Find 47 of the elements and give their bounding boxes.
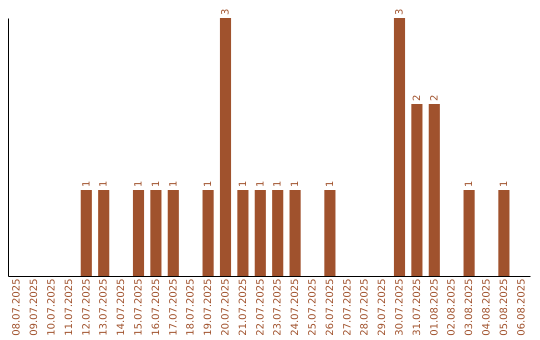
x-tick-label: 08.07.2025 xyxy=(12,278,23,336)
x-tick-label: 26.07.2025 xyxy=(324,278,336,336)
data-label: 1 xyxy=(81,180,92,187)
data-label: 1 xyxy=(98,180,110,187)
x-tick-label: 30.07.2025 xyxy=(394,278,406,336)
x-tick-label: 21.07.2025 xyxy=(238,278,249,336)
x-tick-label: 03.08.2025 xyxy=(464,278,476,336)
x-tick-label: 14.07.2025 xyxy=(116,278,128,336)
x-tick-label: 20.07.2025 xyxy=(220,278,232,336)
x-tick-label: 23.07.2025 xyxy=(272,278,284,336)
x-tick-label: 06.08.2025 xyxy=(516,278,528,336)
x-tick-label: 27.07.2025 xyxy=(342,278,354,336)
x-tick-label: 13.07.2025 xyxy=(98,278,110,336)
data-label: 1 xyxy=(238,180,249,187)
x-tick-label: 12.07.2025 xyxy=(81,278,92,336)
data-label: 1 xyxy=(150,180,162,187)
x-tick-label: 09.07.2025 xyxy=(29,278,40,336)
x-tick-label: 29.07.2025 xyxy=(377,278,388,336)
data-label: 2 xyxy=(429,94,440,101)
data-label: 1 xyxy=(134,180,144,187)
x-tick-label: 24.07.2025 xyxy=(290,278,302,336)
data-label: 1 xyxy=(498,180,510,187)
data-label: 3 xyxy=(220,8,232,15)
x-tick-label: 17.07.2025 xyxy=(168,278,180,336)
x-tick-label: 04.08.2025 xyxy=(482,278,492,336)
x-tick-label: 22.07.2025 xyxy=(255,278,266,336)
data-label: 2 xyxy=(412,94,423,101)
x-tick-label: 31.07.2025 xyxy=(412,278,423,336)
data-label: 3 xyxy=(394,8,406,15)
data-label: 1 xyxy=(255,180,266,187)
data-label: 1 xyxy=(324,180,336,187)
x-tick-label: 16.07.2025 xyxy=(150,278,162,336)
data-label: 1 xyxy=(272,180,284,187)
x-tick-label: 18.07.2025 xyxy=(186,278,197,336)
x-tick-label: 05.08.2025 xyxy=(498,278,510,336)
x-tick-label: 15.07.2025 xyxy=(134,278,144,336)
data-label: 1 xyxy=(464,180,476,187)
x-tick-label: 28.07.2025 xyxy=(360,278,371,336)
x-tick-label: 25.07.2025 xyxy=(308,278,318,336)
data-label: 1 xyxy=(168,180,180,187)
x-tick-label: 02.08.2025 xyxy=(446,278,458,336)
x-tick-label: 19.07.2025 xyxy=(203,278,214,336)
x-tick-label: 11.07.2025 xyxy=(64,278,75,336)
x-tick-label: 10.07.2025 xyxy=(46,278,58,336)
data-label: 1 xyxy=(203,180,214,187)
x-tick-label: 01.08.2025 xyxy=(429,278,440,336)
data-label: 1 xyxy=(290,180,302,187)
